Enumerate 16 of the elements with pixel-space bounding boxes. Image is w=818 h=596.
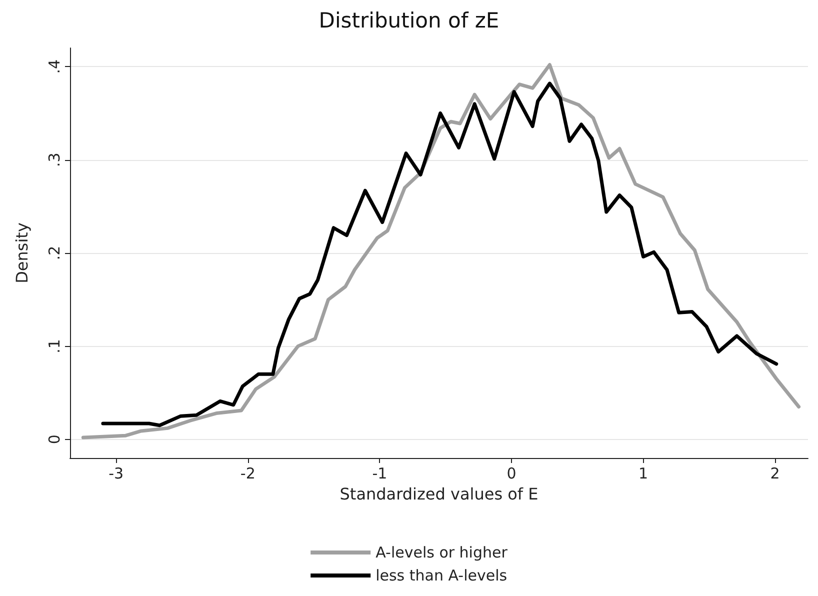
y-tick-label: .1 (46, 339, 64, 354)
x-tick-label: -2 (240, 464, 256, 482)
legend-label: less than A-levels (376, 566, 508, 584)
y-tick-label: .3 (46, 152, 64, 167)
x-tick-label: 2 (770, 464, 780, 482)
x-tick-label: 0 (506, 464, 516, 482)
chart-title: Distribution of zE (318, 8, 500, 32)
y-tick-label: .2 (46, 246, 64, 260)
x-tick-label: 1 (638, 464, 648, 482)
y-tick-label: .4 (46, 59, 64, 74)
x-tick-label: -3 (108, 464, 124, 482)
y-tick-label: 0 (46, 434, 64, 444)
y-axis-title: Density (12, 222, 32, 284)
x-axis-title: Standardized values of E (340, 484, 538, 504)
legend-label: A-levels or higher (376, 544, 508, 562)
x-tick-label: -1 (372, 464, 388, 482)
